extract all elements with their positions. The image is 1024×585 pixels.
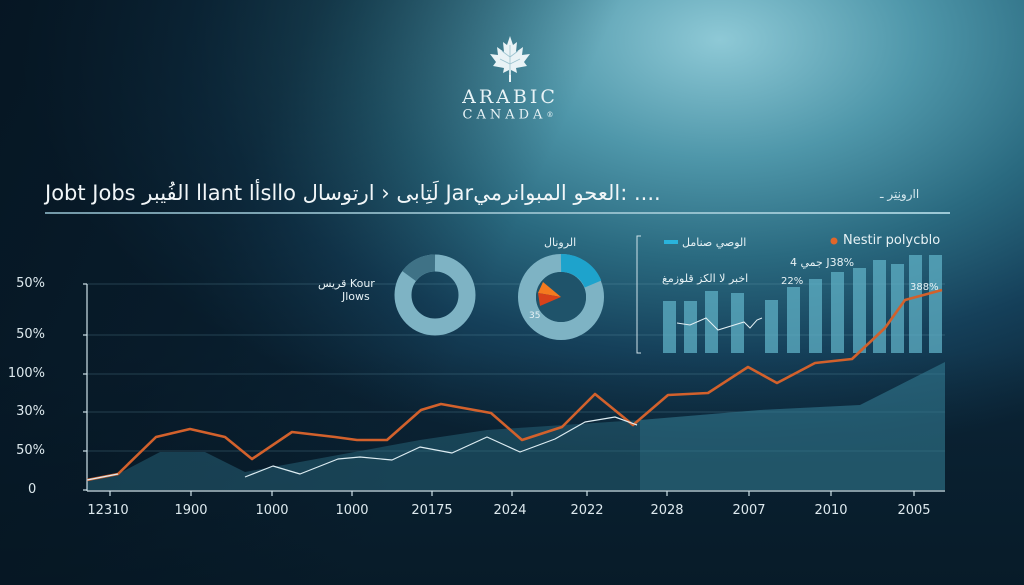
page-title: Jobt Jobs الفُيبر llant أاsllo لَتِابى ‹… (45, 181, 661, 205)
y-tick-label: 30% (16, 404, 45, 419)
logo-text-canada: CANADA® (462, 107, 558, 123)
donut-left-label-2: Jlows (342, 290, 370, 303)
x-tick-label: 1000 (335, 503, 369, 518)
bar-annotation-left: اخبر لا الكز قلوزمغ (662, 272, 749, 285)
donut-left (394, 254, 476, 336)
white-line (86, 473, 119, 481)
maple-leaf-icon (490, 36, 530, 82)
legend-line-swatch (830, 237, 838, 245)
y-tick-label: 50% (16, 276, 45, 291)
x-tick-label: 2010 (814, 503, 848, 518)
title-divider (45, 212, 950, 214)
donut-right-title: الرونال (544, 236, 577, 249)
logo-text-arabic: ARABIC (462, 86, 558, 108)
x-tick-label: 2024 (493, 503, 527, 518)
y-tick-label: 50% (16, 443, 45, 458)
bar-annotation-top: 4 جمي J38% (790, 256, 855, 269)
gridlines (87, 283, 945, 452)
x-tick-label: 2007 (732, 503, 766, 518)
x-tick-label: 1000 (255, 503, 289, 518)
brand-logo: ARABIC CANADA® (455, 35, 565, 124)
donut-right-value: 35 (529, 311, 541, 321)
white-line-2 (244, 416, 638, 478)
x-tick-label: 1900 (174, 503, 208, 518)
x-tick-label: 2022 (570, 503, 604, 518)
legend-line-label: Nestir polycblo (843, 233, 941, 248)
x-axis (87, 490, 945, 496)
y-tick-label: 100% (7, 366, 45, 381)
bars (663, 255, 942, 353)
bar-annotation-mid: 22% (781, 276, 804, 287)
page-subtitle: اارونِتِر ـ (880, 187, 920, 201)
legend-bar-swatch (664, 240, 678, 244)
bar-inset-line (676, 317, 763, 331)
x-tick-label: 20175 (411, 503, 453, 518)
y-axis (83, 283, 88, 491)
bar-annotation-right: 388% (910, 282, 939, 293)
x-tick-label: 2028 (650, 503, 684, 518)
x-tick-label: 2005 (897, 503, 931, 518)
orange-line (86, 288, 943, 482)
x-tick-label: 12310 (87, 503, 129, 518)
y-tick-label: 0 (28, 482, 37, 497)
y-tick-label: 50% (16, 327, 45, 342)
legend-bar-label: الوصي صنامل (682, 236, 747, 249)
area-fill (87, 362, 945, 490)
donut-right (518, 254, 604, 340)
donut-left-label: قريس Kour (318, 277, 375, 290)
